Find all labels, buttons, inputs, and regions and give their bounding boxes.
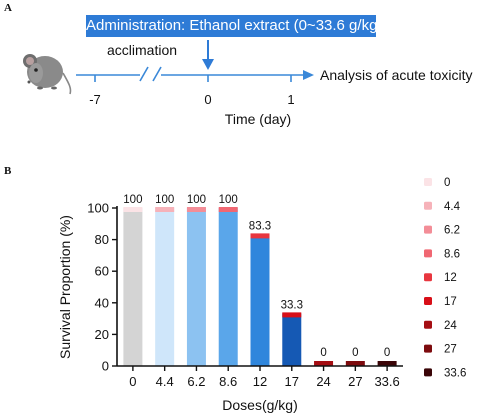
bar-survival-4 [250,234,270,366]
time-axis-title: Time (day) [225,111,291,127]
value-label-1: 100 [155,194,174,206]
y-tick-label-5: 100 [87,201,109,216]
tick-label-0: 0 [204,92,211,107]
mouse-icon [23,54,72,95]
y-tick-label-4: 80 [95,232,109,247]
legend-swatch-1 [424,201,432,210]
x-tick-label-6: 24 [316,374,330,389]
legend-swatch-0 [424,178,432,186]
break-mark-right [152,66,162,82]
legend-swatch-8 [424,368,432,377]
y-tick-label-0: 0 [102,359,109,374]
value-label-4: 83.3 [249,220,271,232]
y-axis-title: Survival Proportion (%) [57,215,73,359]
y-tick-label-2: 40 [95,295,109,310]
x-tick-label-4: 12 [253,374,267,389]
survival-bar-chart: 100 100 100 100 83.3 33.3 0 0 0 0 4.4 6.2 8.6 12 17 24… [57,177,466,413]
x-tick-label-1: 4.4 [156,374,174,389]
legend-label-3: 8.6 [444,248,460,260]
tick-label-1: 1 [287,92,294,107]
legend-swatch-7 [424,344,432,353]
panel-a-letter: A [4,2,12,14]
analysis-label: Analysis of acute toxicity [320,67,473,83]
legend-swatch-5 [424,297,432,305]
legend-swatch-2 [424,225,432,234]
y-tick-label-3: 60 [95,264,109,279]
timeline-arrowhead [303,70,314,80]
value-label-0: 100 [123,194,142,206]
bar-cap-0 [123,207,143,212]
bar-cap-6 [314,361,334,366]
x-tick-label-5: 17 [285,374,299,389]
bar-survival-3 [218,208,238,366]
legend-label-2: 6.2 [444,225,460,237]
legend-label-1: 4.4 [444,201,461,213]
tick-label-minus7: -7 [89,92,101,107]
bar-cap-2 [186,207,206,212]
legend-swatch-6 [424,320,432,329]
bar-survival-2 [186,208,206,366]
break-mark-left [139,66,149,82]
legend-label-0: 0 [444,177,450,189]
y-tick-label-1: 20 [95,327,109,342]
bar-survival-0 [123,208,143,366]
legend-label-6: 24 [444,320,457,332]
x-tick-label-2: 6.2 [187,374,205,389]
value-label-8: 0 [384,347,390,359]
administration-arrowhead [202,59,214,70]
bar-cap-5 [282,312,302,318]
value-label-7: 0 [352,347,358,359]
timeline-diagram: acclimation -7 0 1 Analysis of acute tox… [23,40,473,127]
administration-banner: Administration: Ethanol extract (0~33.6 … [86,15,382,37]
legend-label-5: 17 [444,296,457,308]
value-label-5: 33.3 [281,299,303,311]
legend-label-7: 27 [444,344,457,356]
panel-b-letter: B [4,165,12,177]
bar-survival-1 [155,208,175,366]
bar-cap-4 [250,233,270,239]
legend-swatch-4 [424,273,432,282]
bar-cap-7 [345,361,365,366]
bar-cap-8 [377,361,397,366]
legend-swatch-3 [424,249,432,258]
bar-cap-1 [155,207,175,212]
bar-cap-3 [218,207,238,212]
acclimation-label: acclimation [107,42,177,58]
legend-label-4: 12 [444,272,457,284]
x-tick-label-7: 27 [348,374,362,389]
x-tick-label-0: 0 [129,374,136,389]
value-label-2: 100 [187,194,206,206]
value-label-6: 0 [320,347,326,359]
bar-survival-5 [282,313,302,366]
x-tick-label-8: 33.6 [374,374,399,389]
x-axis-title: Doses(g/kg) [222,397,297,413]
value-label-3: 100 [219,194,238,206]
x-tick-label-3: 8.6 [219,374,237,389]
legend-label-8: 33.6 [444,367,466,379]
